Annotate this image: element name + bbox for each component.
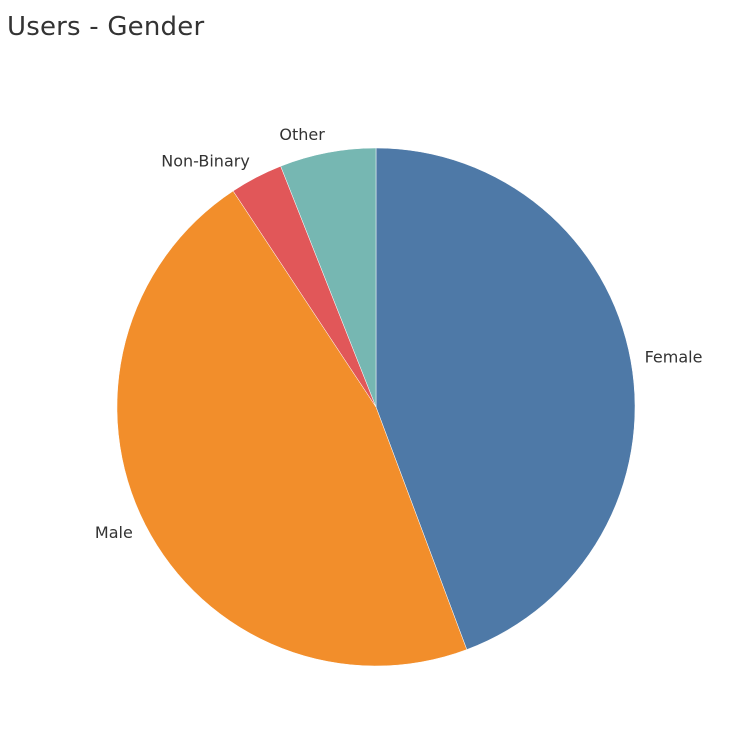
pie-slice-other [280,147,377,408]
chart-title: Users - Gender [7,12,205,42]
pie-slice-female [375,147,636,650]
pie-label-female: Female [645,348,703,367]
pie-labels: Female Male Non-Binary Other [95,125,703,542]
pie-label-other: Other [279,125,325,144]
pie-slice-male [116,190,468,667]
pie-slices [116,147,636,667]
pie-label-non-binary: Non-Binary [161,151,250,170]
pie-label-male: Male [95,523,133,542]
